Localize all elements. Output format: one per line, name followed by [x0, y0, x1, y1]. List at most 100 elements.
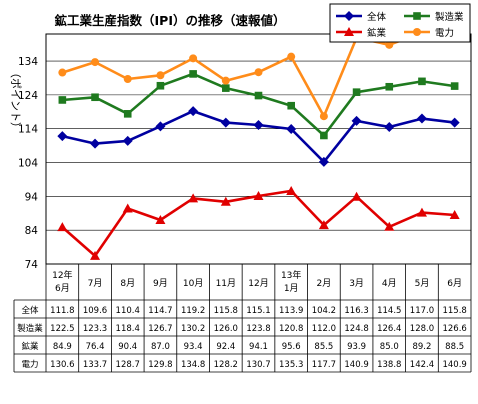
table-cell: 138.8	[377, 360, 401, 370]
table-cell: 124.8	[344, 324, 368, 334]
data-point-電力	[189, 54, 198, 63]
legend-label: 電力	[435, 27, 454, 39]
table-cell: 128.0	[410, 324, 434, 334]
table-cell: 126.7	[148, 324, 172, 334]
table-cell: 85.5	[314, 342, 333, 352]
table-cell: 115.8	[214, 306, 238, 316]
data-point-鉱業	[122, 203, 133, 213]
data-point-鉱業	[253, 191, 264, 201]
table-cell: 95.6	[282, 342, 301, 352]
data-point-製造業	[254, 91, 263, 100]
data-point-全体	[351, 115, 362, 126]
data-point-製造業	[320, 131, 328, 140]
data-point-全体	[188, 106, 199, 117]
data-point-全体	[318, 156, 329, 167]
legend-swatch-marker	[413, 28, 421, 36]
table-cell: 88.5	[445, 342, 464, 352]
legend-label: 製造業	[435, 11, 464, 23]
data-point-鉱業	[449, 209, 460, 219]
table-cell: 120.8	[279, 324, 303, 334]
data-point-電力	[123, 74, 132, 83]
table-cell: 89.2	[412, 342, 431, 352]
table-cell: 116.3	[344, 306, 368, 316]
table-cell: 114.5	[377, 306, 401, 316]
legend-swatch-marker	[344, 27, 354, 36]
table-row-label: 電力	[21, 359, 38, 370]
data-point-鉱業	[351, 191, 362, 201]
table-cell: 93.9	[347, 342, 366, 352]
legend-label: 鉱業	[367, 27, 387, 39]
data-point-鉱業	[155, 215, 166, 225]
x-tick-label: 1月	[284, 283, 299, 294]
table-cell: 123.8	[246, 324, 270, 334]
data-point-鉱業	[384, 221, 395, 231]
table-row-label: 全体	[21, 305, 39, 316]
table-cell: 130.2	[181, 324, 205, 334]
data-point-電力	[254, 68, 263, 77]
data-point-製造業	[58, 96, 67, 104]
table-cell: 126.4	[377, 324, 401, 334]
table-cell: 104.2	[312, 306, 336, 316]
legend-swatch-marker	[413, 12, 421, 20]
data-point-鉱業	[220, 196, 231, 206]
table-cell: 118.4	[116, 324, 140, 334]
table-cell: 110.4	[116, 306, 140, 316]
table-cell: 85.0	[380, 342, 399, 352]
table-cell: 117.7	[312, 360, 336, 370]
table-row-label: 製造業	[17, 323, 43, 334]
chart-title: 鉱工業生産指数（IPI）の推移（速報値）	[55, 13, 286, 28]
x-tick-label: 4月	[382, 278, 397, 289]
y-axis-label: （ポイント）	[9, 67, 22, 133]
table-cell: 114.7	[148, 306, 172, 316]
table-cell: 123.3	[83, 324, 107, 334]
table-cell: 140.9	[442, 360, 466, 370]
table-cell: 113.9	[279, 306, 303, 316]
y-tick-label: 114	[18, 124, 38, 136]
y-tick-label: 124	[18, 90, 38, 102]
data-point-製造業	[189, 70, 197, 78]
data-point-全体	[286, 124, 297, 135]
table-cell: 128.7	[116, 360, 140, 370]
data-point-電力	[221, 76, 230, 85]
x-tick-label: 10月	[183, 278, 203, 289]
table-cell: 84.9	[53, 342, 72, 352]
table-cell: 135.3	[279, 360, 303, 370]
x-tick-label: 9月	[153, 278, 168, 289]
table-cell: 115.8	[442, 306, 466, 316]
table-cell: 126.6	[442, 324, 466, 334]
table-cell: 92.4	[216, 342, 235, 352]
y-tick-label: 134	[18, 56, 38, 68]
data-point-鉱業	[90, 250, 101, 260]
table-cell: 129.8	[148, 360, 172, 370]
data-point-全体	[90, 138, 101, 149]
data-point-鉱業	[57, 222, 68, 232]
data-point-全体	[122, 135, 133, 146]
x-tick-label: 2月	[317, 278, 332, 289]
legend-label: 全体	[367, 11, 387, 23]
table-cell: 126.0	[214, 324, 238, 334]
table-cell: 90.4	[118, 342, 137, 352]
y-tick-label: 94	[25, 191, 39, 203]
data-point-鉱業	[416, 207, 427, 217]
x-tick-label: 5月	[415, 278, 430, 289]
x-tick-label: 12年	[52, 269, 72, 281]
table-row-label: 鉱業	[21, 341, 39, 352]
x-tick-label: 3月	[349, 278, 364, 289]
data-point-全体	[155, 121, 166, 132]
table-cell: 111.8	[50, 306, 74, 316]
data-point-鉱業	[188, 193, 199, 203]
table-cell: 130.6	[50, 360, 74, 370]
data-point-鉱業	[318, 220, 329, 230]
data-point-電力	[287, 52, 296, 61]
data-point-製造業	[222, 84, 230, 92]
data-point-鉱業	[286, 185, 297, 195]
data-point-製造業	[450, 82, 459, 90]
legend-swatch-marker	[344, 11, 354, 21]
data-point-全体	[384, 122, 395, 133]
y-tick-label: 84	[25, 225, 39, 237]
table-cell: 133.7	[83, 360, 107, 370]
y-tick-label: 74	[25, 259, 39, 271]
table-cell: 76.4	[86, 342, 105, 352]
